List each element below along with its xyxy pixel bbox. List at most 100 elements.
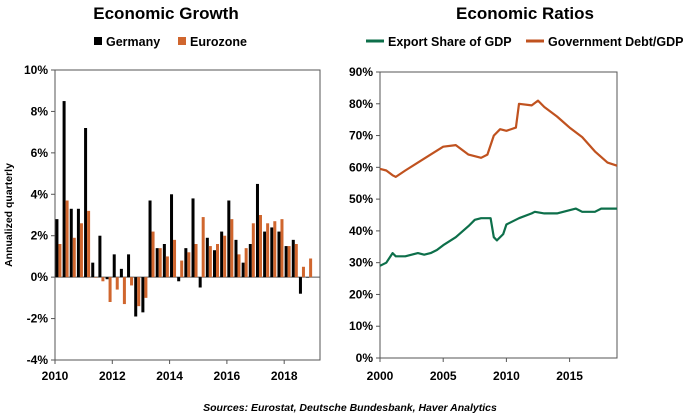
bar-germany (162, 244, 166, 278)
left-y-axis-label: Annualized quarterly (3, 163, 15, 267)
bar-eurozone (122, 277, 126, 305)
bar-eurozone (301, 266, 305, 278)
bar-eurozone (280, 219, 284, 278)
bar-eurozone (65, 200, 69, 278)
bar-germany (69, 208, 73, 278)
right-y-tick-label: 90% (349, 65, 373, 79)
bar-eurozone (258, 215, 262, 278)
legend-swatch-germany (94, 37, 102, 45)
bar-eurozone (251, 223, 255, 278)
right-y-tick-label: 20% (349, 287, 373, 301)
bar-germany (98, 235, 102, 278)
bar-eurozone (180, 260, 184, 278)
bar-eurozone (72, 237, 76, 278)
bar-germany (241, 262, 245, 278)
bar-germany (119, 268, 123, 278)
left-y-tick-label: 2% (31, 229, 49, 243)
bar-eurozone (230, 219, 234, 278)
bar-germany (277, 231, 281, 278)
bar-eurozone (201, 217, 205, 278)
bar-germany (227, 200, 231, 278)
bar-eurozone (137, 277, 141, 307)
right-plot-area: 0% 10% 20% 30% 40% 50% 60% 70% 80% 90% 2000 2005 201… (349, 65, 618, 383)
bar-germany (212, 250, 217, 278)
bar-germany (84, 128, 88, 278)
bar-germany (248, 244, 252, 278)
bar-germany (291, 239, 295, 278)
bar-eurozone (58, 244, 62, 278)
bar-germany (284, 246, 288, 278)
left-y-tick-label: 10% (24, 63, 48, 77)
bar-eurozone (266, 223, 270, 278)
left-chart-title: Economic Growth (93, 4, 238, 23)
right-x-tick-label: 2005 (430, 369, 457, 383)
legend-label-export: Export Share of GDP (388, 35, 512, 49)
bar-eurozone (216, 244, 220, 278)
right-x-tick-label: 2000 (367, 369, 394, 383)
right-y-tick-label: 0% (356, 351, 374, 365)
legend-label-germany: Germany (106, 35, 160, 49)
bar-eurozone (87, 210, 91, 278)
bar-germany (148, 200, 152, 278)
bar-germany (270, 227, 274, 278)
right-plot-frame (379, 71, 618, 359)
bar-germany (127, 254, 131, 278)
legend-label-eurozone: Eurozone (190, 35, 247, 49)
bar-germany (306, 277, 310, 278)
bar-eurozone (237, 254, 241, 278)
bar-eurozone (158, 248, 162, 278)
left-y-tick-label: 8% (31, 104, 49, 118)
left-y-tick-label: 4% (31, 187, 49, 201)
bar-germany (198, 277, 202, 288)
left-x-tick-label: 2018 (271, 369, 298, 383)
bar-eurozone (273, 221, 277, 278)
right-y-tick-label: 30% (349, 256, 373, 270)
bar-germany (141, 277, 145, 313)
bar-germany (76, 208, 80, 278)
right-x-tick-label: 2015 (556, 369, 583, 383)
bar-germany (298, 277, 302, 294)
left-plot-area: -4% -2% 0% 2% 4% 6% 8% 10% 2010 2012 2014 2016 2018 (24, 63, 321, 383)
bar-eurozone (223, 235, 227, 278)
left-x-tick-label: 2016 (214, 369, 241, 383)
bar-germany (184, 248, 188, 278)
bar-eurozone (108, 277, 112, 302)
bar-germany (112, 254, 116, 278)
bar-germany (134, 277, 138, 317)
left-plot-frame (54, 69, 321, 361)
bar-eurozone (144, 277, 148, 298)
bar-germany (177, 277, 181, 282)
bar-germany (55, 219, 59, 278)
right-chart-title: Economic Ratios (456, 4, 594, 23)
left-y-tick-label: 0% (31, 270, 49, 284)
right-y-tick-label: 40% (349, 224, 373, 238)
bar-eurozone (165, 256, 169, 278)
bar-eurozone (244, 248, 248, 278)
bar-eurozone (130, 277, 134, 286)
left-x-tick-label: 2012 (99, 369, 126, 383)
right-y-tick-label: 10% (349, 319, 373, 333)
bar-germany (205, 237, 209, 278)
left-y-tick-label: -4% (27, 353, 49, 367)
legend-label-debt: Government Debt/GDP (548, 35, 683, 49)
bar-eurozone (194, 244, 198, 278)
bar-eurozone (208, 246, 212, 278)
left-x-tick-label: 2010 (42, 369, 69, 383)
bar-eurozone (115, 277, 119, 290)
bar-eurozone (79, 223, 83, 278)
bar-eurozone (309, 258, 313, 278)
right-y-tick-label: 70% (349, 129, 373, 143)
legend-swatch-eurozone (178, 37, 186, 45)
bar-germany (234, 239, 238, 278)
bar-germany (263, 231, 267, 278)
bar-eurozone (101, 277, 105, 282)
bar-germany (62, 101, 66, 278)
bar-eurozone (173, 239, 177, 278)
right-y-tick-label: 60% (349, 160, 373, 174)
bar-germany (170, 194, 174, 278)
source-note: Sources: Eurostat, Deutsche Bundesbank, … (203, 402, 497, 414)
right-x-tick-label: 2010 (493, 369, 520, 383)
right-y-tick-label: 50% (349, 192, 373, 206)
left-y-tick-label: -2% (27, 312, 49, 326)
left-x-tick-label: 2014 (156, 369, 183, 383)
